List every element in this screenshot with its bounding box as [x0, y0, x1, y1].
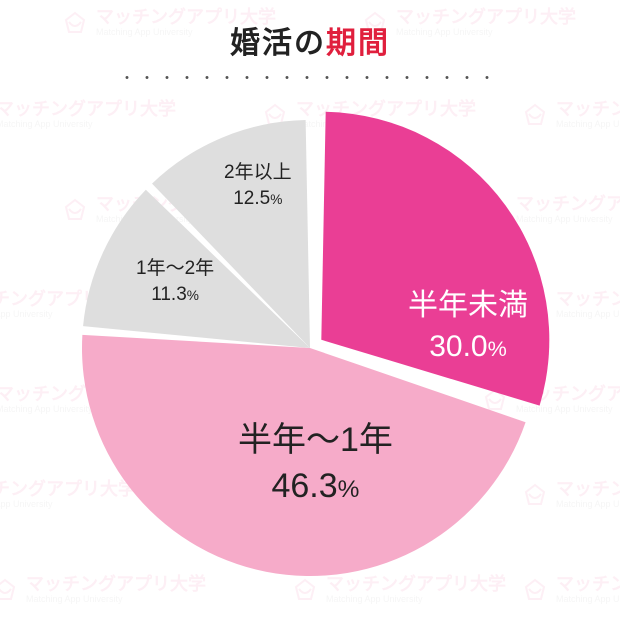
slice-label: 2年以上12.5% [224, 160, 292, 211]
title-part1: 婚活の [230, 27, 326, 60]
slice-label: 1年〜2年11.3% [136, 256, 214, 307]
pie-chart: 半年未満30.0%半年〜1年46.3% 1年〜2年11.3%2年以上12.5% [70, 108, 550, 588]
title-part2: 期間 [326, 27, 390, 60]
chart-title-block: 婚活の期間 ・・・・・・・・・・・・・・・・・・・ [0, 18, 620, 88]
title-dots: ・・・・・・・・・・・・・・・・・・・ [0, 68, 620, 88]
chart-title: 婚活の期間 [0, 18, 620, 62]
slice-label: 半年〜1年46.3% [238, 418, 393, 510]
slice-label: 半年未満30.0% [408, 286, 528, 367]
